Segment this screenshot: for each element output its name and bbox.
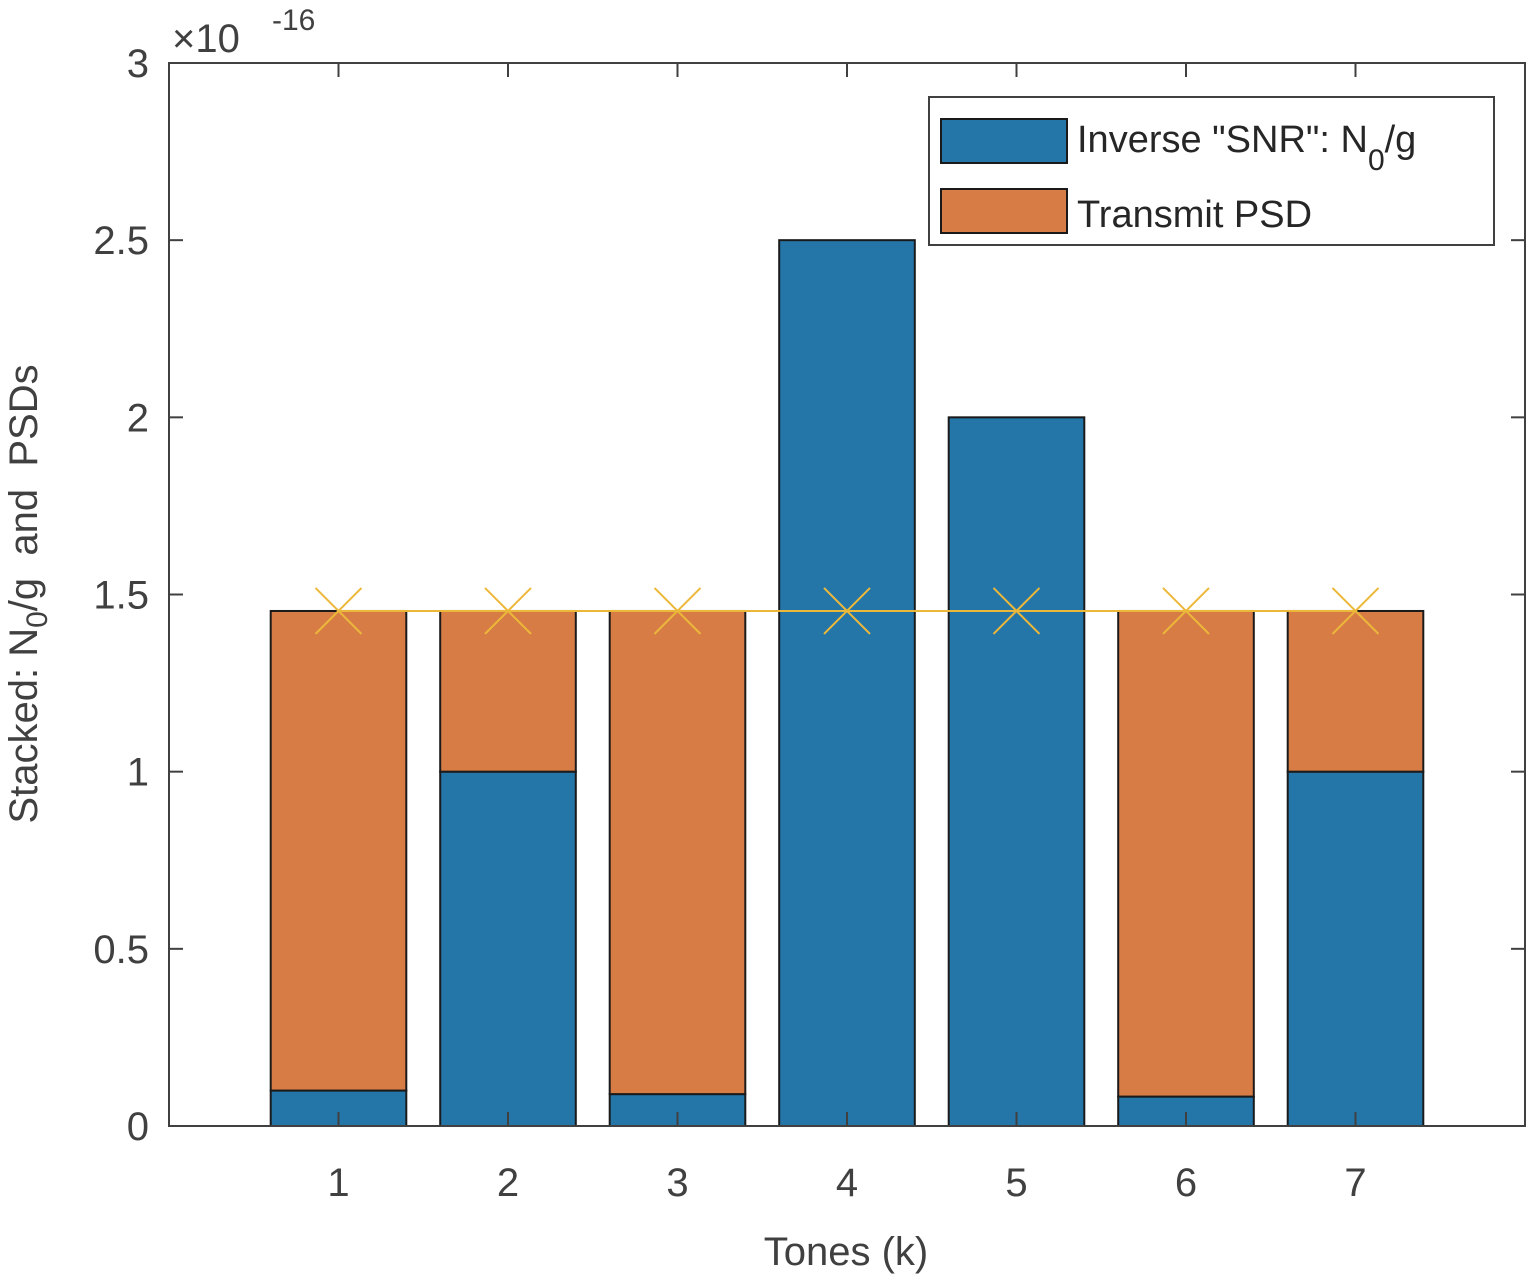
legend-label-transmit-psd: Transmit PSD [1077,194,1312,236]
x-tick-label: 4 [836,1161,858,1205]
bar-transmit-psd-6 [1117,609,1255,1098]
bar-transmit-psd-1 [269,609,408,1092]
water-level-marker-7 [1331,587,1380,635]
x-tick-label: 1 [327,1161,349,1205]
y-tick-label: 1.5 [93,574,149,618]
bars-layer [269,239,1425,1128]
bar-transmit-psd-7 [1286,609,1425,773]
legend-label-inverse-snr-pre: Inverse "SNR": N [1077,119,1368,161]
water-level-marker-5 [992,587,1041,635]
y-axis-label-sub: 0 [21,611,54,628]
legend: Inverse "SNR": N0/g Transmit PSD [928,96,1495,246]
y-exponent-power: -16 [272,4,315,37]
bar-transmit-psd-2 [439,609,577,773]
y-exponent-times: ×10 [172,17,240,61]
water-level-marker-6 [1162,587,1210,635]
legend-swatch-inverse-snr [940,118,1068,164]
bar-inverse-snr-4 [778,239,916,1127]
legend-label-inverse-snr-post: /g [1385,119,1417,161]
x-tick-label: 7 [1344,1161,1366,1205]
x-tick-label: 2 [497,1161,519,1205]
y-tick-label: 3 [127,42,149,86]
water-level-layer [314,587,1380,635]
y-tick-label: 2 [127,396,149,440]
bar-inverse-snr-5 [947,416,1086,1128]
water-level-marker-3 [653,587,702,635]
water-level-marker-4 [823,587,871,635]
y-axis-label-post: /g and PSDs [2,364,46,611]
y-tick-label: 0 [127,1105,149,1149]
x-tick-label: 5 [1005,1161,1027,1205]
y-axis-label: Stacked: N0/g and PSDs [2,364,54,823]
water-level-marker-1 [314,587,363,635]
x-tick-label: 6 [1175,1161,1197,1205]
x-axis-label: Tones (k) [764,1230,929,1274]
bar-transmit-psd-3 [608,609,747,1096]
y-tick-label: 0.5 [93,928,149,972]
y-tick-label: 2.5 [93,219,149,263]
legend-label-inverse-snr-sub: 0 [1368,144,1385,177]
bar-inverse-snr-7 [1286,770,1425,1128]
x-tick-label: 3 [666,1161,688,1205]
bar-inverse-snr-2 [439,770,577,1128]
legend-label-inverse-snr: Inverse "SNR": N0/g [1077,119,1416,177]
y-axis-label-pre: Stacked: N [2,628,46,824]
legend-swatch-transmit-psd [940,188,1068,234]
ticks-layer: 0 0.5 1 1.5 2 2.5 3 1 2 3 4 5 6 7 [93,42,1525,1205]
y-tick-label: 1 [127,751,149,795]
water-level-marker-2 [484,587,532,635]
